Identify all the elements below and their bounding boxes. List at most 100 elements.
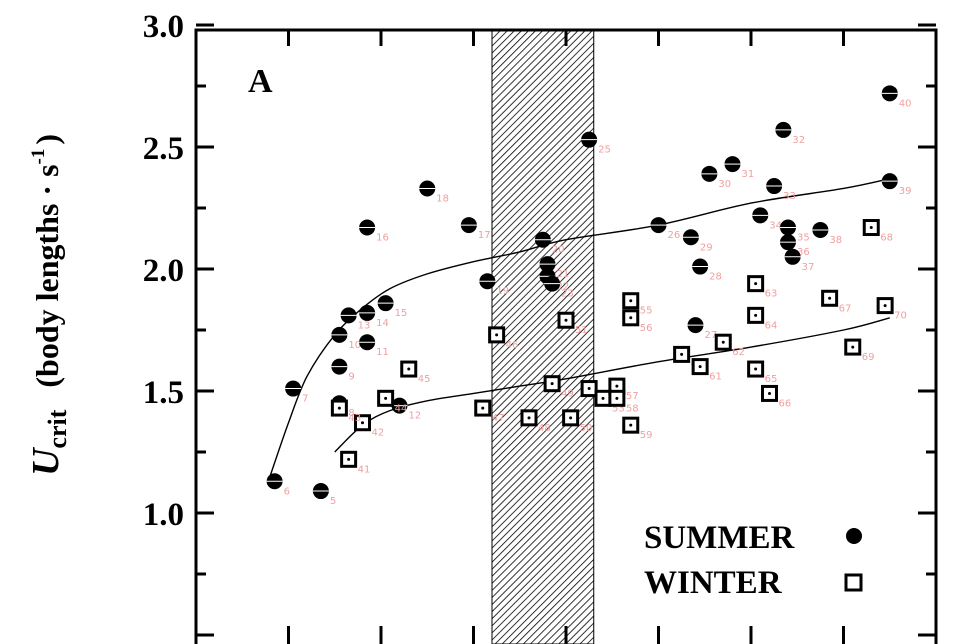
point-number-label: 28 xyxy=(709,272,722,283)
legend: SUMMER WINTER xyxy=(644,520,863,601)
point-number-label: 12 xyxy=(409,411,422,422)
point-center-dot xyxy=(680,352,684,356)
point-center-dot xyxy=(564,318,568,322)
point-number-label: 31 xyxy=(742,169,755,180)
point-center-dot xyxy=(754,282,758,286)
point-center-dot xyxy=(754,367,758,371)
legend-summer-label: SUMMER xyxy=(644,520,795,556)
panel-label: A xyxy=(248,63,273,100)
y-label-close: ) xyxy=(29,134,65,145)
point-number-label: 66 xyxy=(779,398,792,409)
axis-ticks xyxy=(196,23,936,644)
point-number-label: 19 xyxy=(496,286,509,297)
point-number-label: 43 xyxy=(348,413,361,424)
point-number-label: 35 xyxy=(797,233,810,244)
point-number-label: 70 xyxy=(894,311,907,322)
point-center-dot xyxy=(754,313,758,317)
point-center-dot xyxy=(629,316,633,320)
point-number-label: 49 xyxy=(561,389,574,400)
point-number-label: 34 xyxy=(769,220,782,231)
y-tick-label: 1.5 xyxy=(143,375,184,411)
point-number-label: 29 xyxy=(700,242,713,253)
point-number-label: 40 xyxy=(899,98,912,109)
point-number-label: 61 xyxy=(709,372,722,383)
point-center-dot xyxy=(698,365,702,369)
point-number-label: 41 xyxy=(358,464,371,475)
point-center-dot xyxy=(587,387,591,391)
point-center-dot xyxy=(495,333,499,337)
point-center-dot xyxy=(337,406,341,410)
point-center-dot xyxy=(851,345,855,349)
point-number-label: 6 xyxy=(284,486,290,497)
y-tick-label: 2.0 xyxy=(143,253,184,289)
point-number-label: 68 xyxy=(880,233,893,244)
y-axis-label: Ucrit (body lengths · s-1) xyxy=(25,134,72,476)
point-center-dot xyxy=(527,416,531,420)
point-number-label: 44 xyxy=(395,403,408,414)
point-number-label: 69 xyxy=(862,352,875,363)
y-tick-label: 2.5 xyxy=(143,131,184,167)
point-number-label: 32 xyxy=(792,135,805,146)
point-number-label: 57 xyxy=(626,391,639,402)
point-number-label: 10 xyxy=(348,340,361,351)
point-center-dot xyxy=(615,384,619,388)
point-number-label: 67 xyxy=(839,303,852,314)
shaded-region xyxy=(491,29,595,644)
point-center-dot xyxy=(347,457,351,461)
winter-fit-curve xyxy=(334,317,890,453)
point-number-label: 15 xyxy=(395,308,408,319)
point-number-label: 53 xyxy=(612,403,625,414)
point-number-label: 25 xyxy=(598,145,611,156)
point-number-label: 45 xyxy=(418,374,431,385)
point-center-dot xyxy=(768,391,771,395)
point-number-label: 63 xyxy=(765,289,778,300)
point-center-dot xyxy=(629,423,633,427)
point-number-label: 46 xyxy=(506,340,519,351)
y-tick-label: 3.0 xyxy=(143,9,184,45)
legend-winter-marker xyxy=(844,573,863,592)
point-center-dot xyxy=(569,416,573,420)
point-number-label: 26 xyxy=(668,230,681,241)
data-points: 7658910131114151612181719202122232526272… xyxy=(266,85,912,507)
fit-curves xyxy=(269,178,890,477)
point-number-label: 9 xyxy=(348,372,354,383)
point-number-label: 18 xyxy=(436,193,449,204)
point-number-label: 16 xyxy=(376,233,389,244)
point-center-dot xyxy=(407,367,411,371)
point-number-label: 30 xyxy=(718,179,731,190)
y-tick-label: 1.0 xyxy=(143,497,184,533)
point-number-label: 51 xyxy=(575,325,588,336)
point-center-dot xyxy=(550,382,554,386)
legend-summer-marker xyxy=(846,528,862,544)
y-label-superscript: -1 xyxy=(28,149,49,165)
point-center-dot xyxy=(869,226,873,230)
point-center-dot xyxy=(384,396,388,400)
y-label-text: (body lengths · s xyxy=(29,164,65,387)
point-number-label: 39 xyxy=(899,186,912,197)
point-center-dot xyxy=(361,421,364,425)
point-number-label: 13 xyxy=(358,320,371,331)
point-center-dot xyxy=(615,396,619,400)
point-number-label: 38 xyxy=(829,235,842,246)
point-number-label: 55 xyxy=(640,306,653,317)
summer-fit-curve xyxy=(269,178,890,477)
legend-winter-label: WINTER xyxy=(644,565,783,601)
point-number-label: 47 xyxy=(492,413,505,424)
y-label-subscript: crit xyxy=(43,409,72,448)
point-number-label: 23 xyxy=(561,289,574,300)
y-tick-labels: 1.0 1.5 2.0 2.5 3.0 xyxy=(143,9,184,533)
point-number-label: 27 xyxy=(705,330,718,341)
point-number-label: 58 xyxy=(626,403,639,414)
point-number-label: 50 xyxy=(580,423,593,434)
point-center-dot xyxy=(601,396,605,400)
point-number-label: 64 xyxy=(765,320,778,331)
point-center-dot xyxy=(828,296,832,300)
point-number-label: 17 xyxy=(478,230,491,241)
point-number-label: 7 xyxy=(302,394,308,405)
point-center-dot xyxy=(721,340,725,344)
point-number-label: 14 xyxy=(376,318,389,329)
point-number-label: 33 xyxy=(783,191,796,202)
point-center-dot xyxy=(481,406,485,410)
point-number-label: 48 xyxy=(538,423,551,434)
point-number-label: 59 xyxy=(640,430,653,441)
